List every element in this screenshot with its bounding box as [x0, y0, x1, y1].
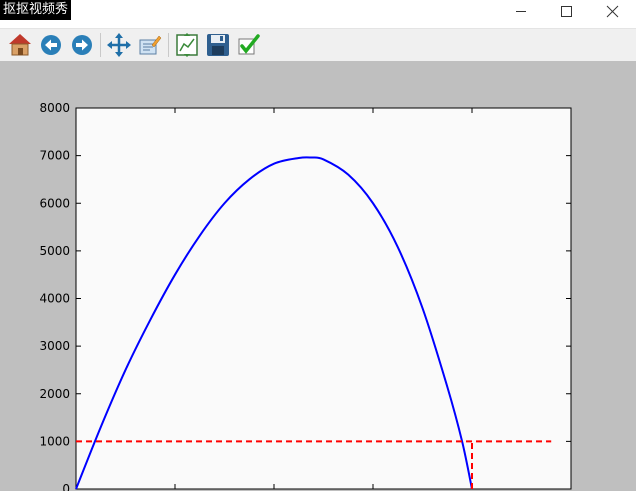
back-button[interactable] [37, 31, 65, 59]
y-tick-label: 0 [62, 482, 70, 491]
series-line-0 [75, 156, 473, 490]
home-icon [9, 34, 31, 56]
window-title-bar: 抠抠视频秀 [0, 0, 636, 26]
move-icon [107, 33, 131, 57]
forward-arrow-icon [72, 35, 92, 55]
close-button[interactable] [590, 0, 636, 26]
toolbar-separator [168, 33, 169, 57]
floppy-disk-icon [207, 34, 229, 56]
pan-button[interactable] [105, 31, 133, 59]
close-icon [606, 5, 619, 18]
y-tick-label: 1000 [39, 434, 70, 448]
maximize-button[interactable] [544, 0, 590, 26]
line-chart: 0 1000 2000 3000 4000 5000 6000 7000 8000 [39, 101, 572, 491]
y-tick-label: 3000 [39, 339, 70, 353]
forward-button[interactable] [68, 31, 96, 59]
back-arrow-icon [41, 35, 61, 55]
figure-canvas[interactable]: 0 1000 2000 3000 4000 5000 6000 7000 8000 [0, 61, 636, 491]
checkmark-icon [238, 34, 260, 55]
window-title: 抠抠视频秀 [0, 0, 72, 20]
toolbar-separator [100, 33, 101, 57]
plot-area [75, 107, 572, 490]
subplots-icon [176, 33, 198, 57]
maximize-icon [561, 6, 572, 17]
zoom-edit-icon [139, 35, 162, 55]
edit-parameters-button[interactable] [235, 31, 263, 59]
home-button[interactable] [6, 31, 34, 59]
y-tick-label: 4000 [39, 292, 70, 306]
y-tick-label: 7000 [39, 149, 70, 163]
minimize-button[interactable] [498, 0, 544, 26]
configure-subplots-button[interactable] [173, 31, 201, 59]
navigation-toolbar [0, 28, 636, 61]
y-tick-label: 6000 [39, 196, 70, 210]
y-tick-label: 8000 [39, 101, 70, 115]
zoom-button[interactable] [136, 31, 164, 59]
y-tick-label: 2000 [39, 387, 70, 401]
minimize-icon [516, 11, 526, 12]
save-button[interactable] [204, 31, 232, 59]
y-tick-label: 5000 [39, 244, 70, 258]
